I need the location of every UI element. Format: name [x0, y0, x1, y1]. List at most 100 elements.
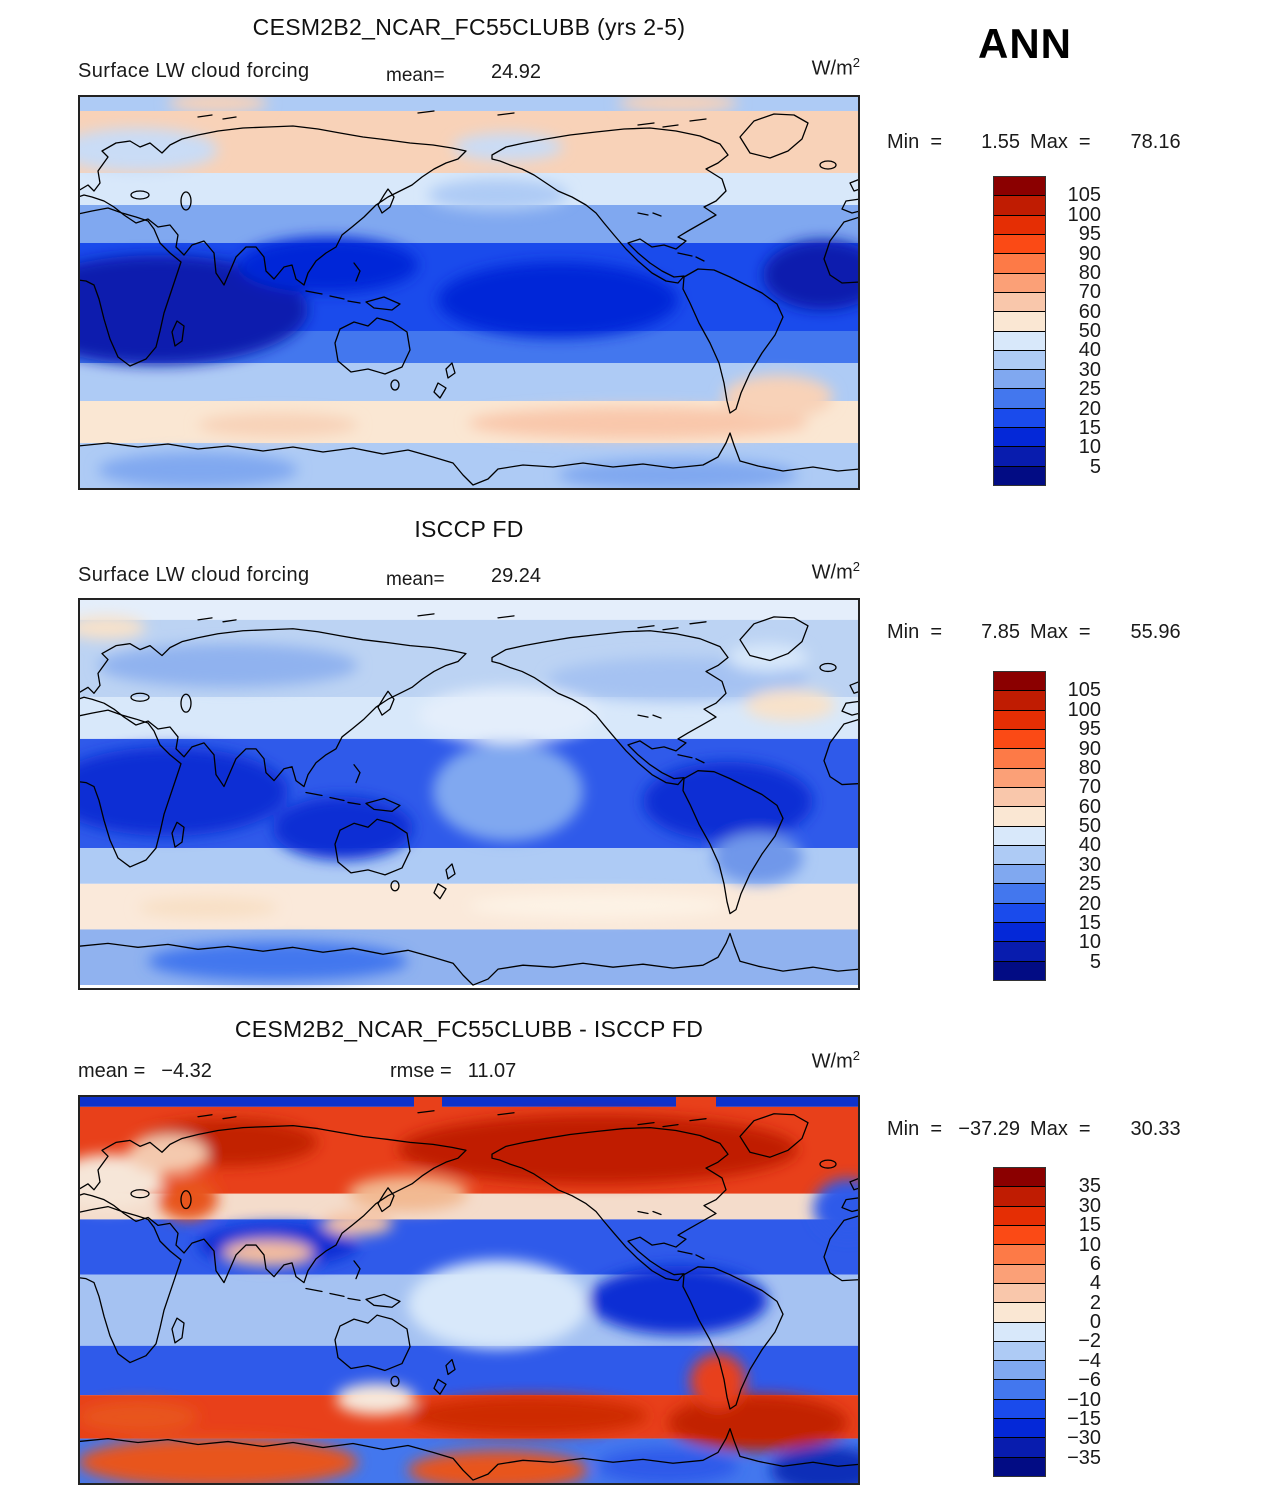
panel1-title: CESM2B2_NCAR_FC55CLUBB (yrs 2-5): [252, 14, 686, 40]
colorbar-tick-label: 20: [1078, 397, 1101, 420]
rmse-label: rmse =: [390, 1060, 452, 1082]
colorbar-tick-label: 40: [1078, 834, 1101, 857]
max-label: Max =: [1030, 621, 1091, 643]
colorbar-tick-label: 50: [1078, 320, 1101, 342]
colorbar-cell: [994, 1263, 1045, 1283]
colorbar-tick-label: 80: [1078, 261, 1101, 284]
colorbar-cell: [994, 233, 1045, 254]
colorbar-tick-label: 10: [1078, 931, 1101, 954]
colorbar-tick-label: 60: [1078, 795, 1101, 818]
colorbar-obs: 105 100 95 90 80 70 60 50 40 30 25 20 15 10 5: [993, 671, 1153, 981]
panel3-rmse: rmse = 11.07: [390, 1060, 516, 1083]
colorbar-tick-label: 25: [1078, 378, 1101, 401]
map-diff: [78, 1095, 860, 1485]
colorbar-cell: [994, 922, 1045, 942]
colorbar-tick-label: 15: [1078, 1214, 1101, 1237]
colorbar-tick-label: 15: [1078, 911, 1101, 934]
colorbar-ticks: 105 100 95 90 80 70 60 50 40 30 25 20 15 10 5: [1053, 671, 1101, 981]
min-value: 1.55: [981, 131, 1021, 153]
colorbar-cell: [994, 1205, 1045, 1225]
colorbar-cell: [994, 214, 1045, 234]
colorbar-tick-label: 40: [1078, 339, 1101, 362]
colorbar-tick-label: 25: [1078, 873, 1101, 896]
colorbar-cell: [994, 311, 1045, 331]
panel1-mean-value: 24.92: [491, 61, 542, 83]
panel1-minmax: Min = 1.55 Max = 78.16: [887, 131, 1181, 154]
max-value: 30.33: [1130, 1118, 1181, 1140]
panel1-units: W/m2: [811, 55, 860, 80]
colorbar-tick-label: −35: [1067, 1446, 1101, 1469]
colorbar-cell: [994, 748, 1045, 768]
colorbar-tick-label: 4: [1089, 1272, 1101, 1295]
max-label: Max =: [1030, 131, 1091, 153]
panel3-mean: mean = −4.32: [78, 1060, 212, 1083]
colorbar-tick-label: 70: [1078, 281, 1101, 304]
panel3-minmax: Min = −37.29 Max = 30.33: [887, 1118, 1181, 1141]
mean-label: mean =: [78, 1060, 146, 1082]
panel3-title: CESM2B2_NCAR_FC55CLUBB - ISCCP FD: [234, 1016, 704, 1042]
colorbar-tick-label: 105: [1067, 679, 1101, 702]
colorbar-tick-label: 100: [1067, 698, 1101, 721]
colorbar-cell: [994, 291, 1045, 312]
colorbar-cell: [994, 407, 1045, 428]
colorbar-cell: [994, 1168, 1045, 1187]
colorbar-cell: [994, 1282, 1045, 1303]
colorbar-tick-label: 35: [1078, 1175, 1101, 1198]
colorbar-tick-label: 2: [1089, 1291, 1101, 1314]
map-obs: [78, 598, 860, 990]
colorbar-tick-label: 90: [1078, 737, 1101, 760]
colorbar-cell: [994, 728, 1045, 749]
panel2-variable-label: Surface LW cloud forcing: [78, 564, 310, 586]
min-label: Min =: [887, 621, 943, 643]
colorbar-tick-label: 30: [1078, 1194, 1101, 1217]
colorbar-tick-label: 95: [1078, 223, 1101, 246]
colorbar-tick-label: −15: [1067, 1407, 1101, 1430]
colorbar-cell: [994, 1244, 1045, 1264]
colorbar-cell: [994, 690, 1045, 710]
colorbar-tick-label: 5: [1089, 455, 1101, 478]
colorbar-cell: [994, 1340, 1045, 1361]
max-label: Max =: [1030, 1118, 1091, 1140]
colorbar-cell: [994, 1418, 1045, 1438]
colorbar-cell: [994, 883, 1045, 903]
colorbar-tick-label: −6: [1078, 1369, 1101, 1392]
colorbar-ticks: 35 30 15 10 6 4 2 0 −2 −4 −6 −10 −15 −30 −35: [1053, 1167, 1101, 1477]
panel2-mean-label: mean=: [386, 569, 445, 590]
colorbar-cell: [994, 786, 1045, 807]
min-label: Min =: [887, 131, 943, 153]
min-value: −37.29: [958, 1118, 1021, 1140]
colorbar-tick-label: 50: [1078, 815, 1101, 837]
colorbar-cell: [994, 806, 1045, 826]
colorbar-tick-label: 90: [1078, 242, 1101, 265]
colorbar-cell: [994, 253, 1045, 273]
colorbar-tick-label: −30: [1067, 1427, 1101, 1450]
colorbar-tick-label: 95: [1078, 718, 1101, 741]
colorbar-cell: [994, 864, 1045, 884]
colorbar-cell: [994, 1186, 1045, 1206]
panel3-units: W/m2: [811, 1048, 860, 1073]
colorbar-tick-label: 30: [1078, 358, 1101, 381]
colorbar-cell: [994, 941, 1045, 961]
colorbar-cell: [994, 709, 1045, 729]
colorbar-swatches: [993, 176, 1046, 486]
colorbar-tick-label: 30: [1078, 853, 1101, 876]
colorbar-cell: [994, 330, 1045, 350]
colorbar-cell: [994, 427, 1045, 447]
colorbar-cell: [994, 369, 1045, 389]
colorbar-cell: [994, 1379, 1045, 1399]
colorbar-cell: [994, 195, 1045, 215]
panel1-variable-label: Surface LW cloud forcing: [78, 60, 310, 82]
colorbar-tick-label: 6: [1089, 1252, 1101, 1275]
colorbar-cell: [994, 388, 1045, 408]
colorbar-cell: [994, 1437, 1045, 1457]
colorbar-swatches: [993, 671, 1046, 981]
colorbar-tick-label: 60: [1078, 300, 1101, 323]
panel1-mean-label: mean=: [386, 65, 445, 86]
colorbar-cell: [994, 825, 1045, 845]
panel2-minmax: Min = 7.85 Max = 55.96: [887, 621, 1181, 644]
colorbar-model: 105 100 95 90 80 70 60 50 40 30 25 20 15 10 5: [993, 176, 1153, 486]
colorbar-cell: [994, 960, 1045, 980]
map-model: [78, 95, 860, 490]
colorbar-tick-label: 15: [1078, 416, 1101, 439]
